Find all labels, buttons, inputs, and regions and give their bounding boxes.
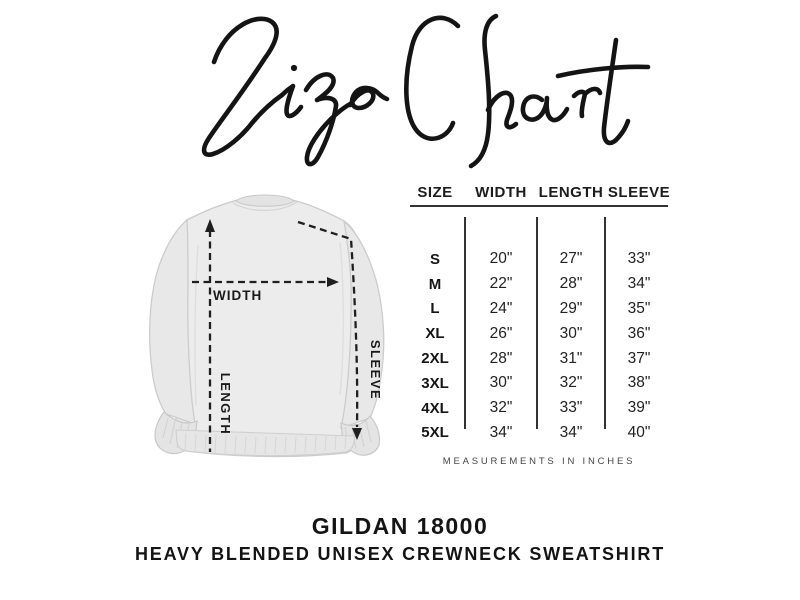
table-row: 3XL 30" 32" 38": [405, 371, 673, 396]
size-cell: M: [428, 275, 442, 293]
length-cell: 29": [559, 299, 583, 317]
column-header-width: WIDTH: [475, 183, 527, 201]
width-arrowhead-right: [327, 277, 339, 287]
script-letter-z: [303, 72, 355, 167]
length-cell: 27": [559, 250, 583, 268]
table-row: 4XL 32" 33" 39": [405, 396, 673, 421]
width-label: WIDTH: [213, 288, 262, 303]
width-cell: 28": [489, 349, 513, 367]
size-cell: S: [429, 250, 440, 268]
width-cell: 24": [489, 299, 513, 317]
script-letter-i: [279, 83, 304, 119]
column-divider: [464, 217, 466, 429]
script-letter-h: [468, 13, 499, 169]
column-divider: [536, 217, 538, 429]
length-cell: 30": [559, 324, 583, 342]
sweatshirt-body: [173, 195, 359, 458]
width-cell: 26": [489, 324, 513, 342]
length-cell: 31": [559, 349, 583, 367]
sweatshirt-diagram: WIDTH LENGTH SLEEVE: [149, 194, 385, 458]
column-divider: [604, 217, 606, 429]
table-row: S 20" 27" 33": [405, 247, 673, 272]
product-description: HEAVY BLENDED UNISEX CREWNECK SWEATSHIRT: [134, 544, 666, 564]
size-cell: 4XL: [421, 399, 449, 417]
sleeve-cell: 39": [627, 399, 651, 417]
measurements-footnote: MEASUREMENTS IN INCHES: [442, 456, 636, 467]
sweatshirt-collar: [235, 194, 295, 207]
script-letter-c: [404, 15, 461, 141]
script-i-dot: [290, 64, 298, 72]
table-row: 2XL 28" 31" 37": [405, 346, 673, 371]
length-cell: 32": [559, 374, 583, 392]
script-letter-r: [571, 86, 603, 119]
waistband-ribs: [184, 432, 347, 455]
sleeve-cell: 36": [627, 324, 651, 342]
column-header-size: SIZE: [417, 183, 453, 201]
right-cuff-ribs: [344, 420, 372, 450]
length-cell: 28": [559, 275, 583, 293]
length-cell: 33": [559, 399, 583, 417]
collar-seam: [232, 201, 298, 211]
script-letter-e: [347, 85, 390, 111]
script-letter-t: [601, 37, 631, 146]
script-letter-s: [201, 16, 285, 157]
width-cell: 22": [489, 275, 513, 293]
size-chart-script-title: [201, 13, 651, 169]
length-label: LENGTH: [218, 373, 233, 435]
column-header-sleeve: SLEEVE: [607, 183, 671, 201]
sleeve-label: SLEEVE: [368, 340, 383, 400]
width-cell: 20": [489, 250, 513, 268]
length-arrowhead-up: [205, 219, 215, 232]
size-table-body: S 20" 27" 33" M 22" 28" 34" L 24" 29" 35…: [405, 247, 673, 445]
sleeve-cell: 38": [627, 374, 651, 392]
page-title-text: Size Chart: [0, 0, 1, 1]
script-letter-a: [520, 94, 570, 123]
sleeve-cell: 40": [627, 423, 651, 441]
width-cell: 34": [489, 423, 513, 441]
size-cell: 3XL: [421, 374, 449, 392]
size-cell: L: [430, 300, 440, 318]
sleeve-arrow-line: [297, 220, 359, 428]
sleeve-arrowhead-down: [352, 428, 362, 440]
width-cell: 32": [489, 399, 513, 417]
fold-lines: [194, 241, 345, 406]
header-rule: [410, 205, 668, 207]
column-header-length: LENGTH: [538, 183, 604, 201]
sweatshirt-right-sleeve: [340, 219, 385, 429]
table-row: 5XL 34" 34" 40": [405, 421, 673, 446]
product-name: GILDAN 18000: [311, 513, 489, 539]
script-t-crossbar: [555, 64, 651, 79]
sleeve-cell: 33": [627, 250, 651, 268]
size-table-header: SIZE WIDTH LENGTH SLEEVE: [405, 182, 673, 202]
size-table: SIZE WIDTH LENGTH SLEEVE S 20" 27" 33" M…: [405, 182, 673, 467]
left-cuff-ribs: [162, 417, 190, 449]
size-cell: XL: [425, 325, 445, 343]
table-row: M 22" 28" 34": [405, 272, 673, 297]
table-row: XL 26" 30" 36": [405, 321, 673, 346]
sleeve-cell: 34": [627, 275, 651, 293]
sweatshirt-left-sleeve: [149, 218, 196, 425]
sleeve-cell: 37": [627, 349, 651, 367]
width-cell: 30": [489, 374, 513, 392]
size-cell: 2XL: [421, 350, 449, 368]
script-letter-h-arch: [485, 90, 519, 130]
size-cell: 5XL: [421, 424, 449, 442]
length-cell: 34": [559, 423, 583, 441]
sleeve-cell: 35": [627, 299, 651, 317]
table-row: L 24" 29" 35": [405, 297, 673, 322]
